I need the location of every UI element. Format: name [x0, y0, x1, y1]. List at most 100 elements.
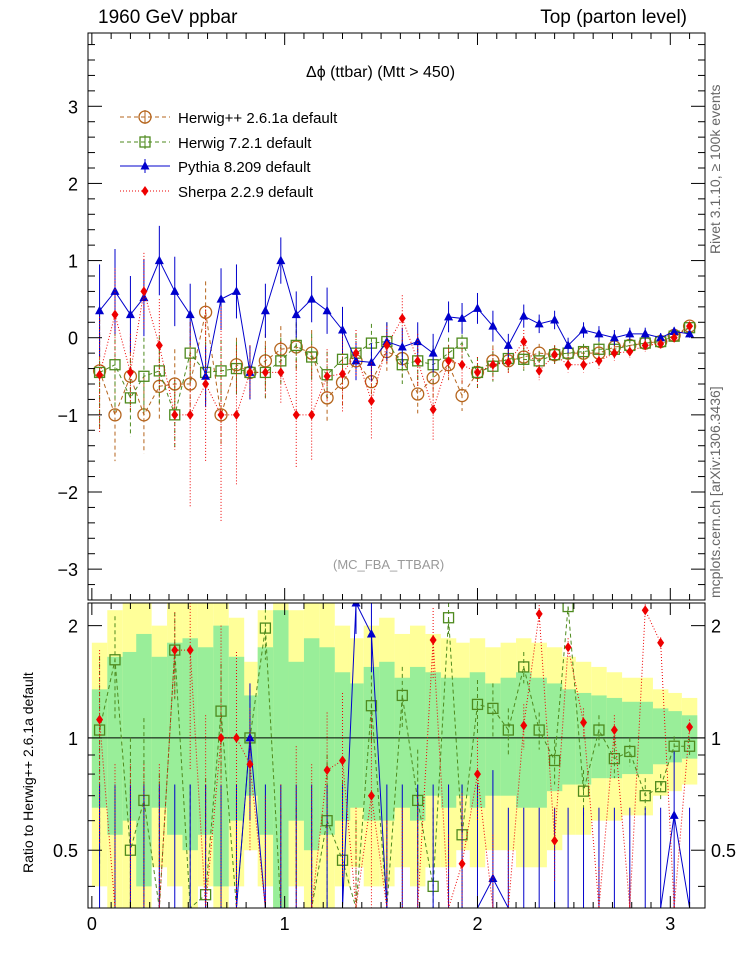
- data-point: [609, 332, 619, 342]
- data-point: [338, 325, 348, 334]
- ratio-band-green: [454, 677, 470, 796]
- ratio-data-point: [533, 724, 545, 736]
- ratio-data-point: [246, 759, 254, 770]
- ratio-data-point: [339, 755, 347, 766]
- ratio-band-green: [167, 642, 183, 835]
- ratio-data-point: [232, 732, 240, 743]
- data-point: [108, 408, 122, 422]
- data-point: [110, 286, 120, 295]
- data-point: [306, 351, 318, 363]
- data-point: [564, 359, 572, 370]
- ratio-data-point: [367, 790, 375, 801]
- ratio-band-green: [379, 661, 395, 821]
- data-point: [429, 404, 437, 415]
- x-tick-label: 3: [665, 914, 675, 934]
- ratio-data-point: [396, 689, 408, 702]
- data-point: [593, 343, 605, 355]
- legend-marker: [141, 186, 149, 196]
- data-point: [96, 369, 104, 380]
- ratio-data-point: [518, 661, 530, 673]
- data-point: [154, 255, 164, 265]
- data-point: [488, 321, 498, 330]
- chart-title: Δϕ (ttbar) (Mtt > 450): [306, 64, 456, 81]
- data-point: [563, 340, 573, 349]
- ratio-y-tick-label: 1: [68, 729, 78, 749]
- ratio-data-point: [669, 810, 679, 819]
- legend-label: Pythia 8.209 default: [178, 159, 311, 176]
- ratio-frame: [87, 602, 706, 909]
- data-point: [580, 359, 588, 370]
- data-point: [95, 305, 105, 315]
- data-point: [383, 340, 391, 351]
- data-point: [670, 332, 678, 343]
- data-point: [307, 294, 317, 303]
- ratio-y-tick-label: 2: [68, 617, 78, 637]
- ratio-series-line: [99, 606, 690, 908]
- ratio-data-point: [655, 781, 667, 793]
- data-point: [625, 328, 635, 338]
- data-point: [111, 309, 119, 320]
- ratio-y-tick-label-right: 1: [711, 729, 721, 749]
- data-point: [155, 340, 163, 351]
- data-point: [594, 328, 604, 338]
- rivet-version-label: Rivet 3.1.10, ≥ 100k events: [707, 84, 723, 254]
- data-point: [455, 388, 469, 403]
- data-point: [411, 387, 425, 401]
- data-point: [398, 313, 406, 324]
- legend-marker: [138, 110, 152, 124]
- ratio-data-point: [624, 745, 636, 758]
- ratio-band-green: [334, 672, 351, 821]
- data-point: [456, 337, 468, 349]
- ratio-data-point: [564, 642, 572, 653]
- ratio-band-green: [409, 666, 426, 821]
- ratio-data-point: [458, 858, 466, 869]
- ratio-band-green: [516, 672, 532, 808]
- data-point: [322, 305, 332, 315]
- ratio-data-point: [109, 654, 121, 666]
- ratio-data-point: [639, 790, 651, 802]
- ratio-data-point: [366, 628, 376, 638]
- ratio-data-point: [186, 645, 194, 656]
- ratio-data-point: [593, 724, 605, 736]
- data-point: [201, 371, 211, 380]
- legend-marker: [139, 136, 151, 148]
- ratio-data-point: [562, 603, 574, 613]
- ratio-data-point: [259, 622, 272, 634]
- ratio-band-green: [303, 638, 320, 851]
- ratio-data-point: [351, 603, 361, 607]
- mcplots-label: mcplots.cern.ch [arXiv:1306.3436]: [707, 386, 723, 598]
- data-point: [170, 286, 180, 295]
- data-point: [685, 328, 695, 338]
- data-point: [473, 367, 481, 378]
- ratio-data-point: [429, 635, 437, 646]
- ratio-data-point: [641, 605, 649, 616]
- ratio-data-point: [171, 645, 179, 656]
- data-point: [657, 338, 665, 349]
- ratio-data-point: [365, 700, 378, 712]
- data-point: [686, 321, 694, 332]
- data-point: [518, 353, 530, 365]
- ratio-data-point: [323, 765, 331, 776]
- legend-label: Herwig++ 2.6.1a default: [178, 110, 338, 127]
- data-point: [216, 294, 226, 303]
- data-point: [504, 357, 512, 368]
- data-point: [232, 409, 240, 420]
- data-point: [520, 336, 528, 347]
- header-right: Top (parton level): [540, 7, 687, 28]
- ratio-band-green: [348, 683, 364, 808]
- ratio-ylabel: Ratio to Herwig++ 2.6.1a default: [20, 672, 36, 873]
- data-point: [519, 311, 529, 320]
- ratio-data-point: [683, 740, 696, 752]
- ratio-data-point: [442, 612, 455, 624]
- data-point: [126, 367, 134, 378]
- data-point: [397, 341, 407, 351]
- legend-marker: [140, 161, 150, 170]
- data-point: [444, 311, 454, 321]
- ratio-data-point: [471, 698, 484, 711]
- data-point: [503, 340, 513, 349]
- data-point: [305, 346, 319, 360]
- data-point: [610, 348, 618, 359]
- ratio-band-green: [151, 656, 168, 808]
- data-point: [640, 328, 650, 338]
- data-point: [184, 347, 196, 359]
